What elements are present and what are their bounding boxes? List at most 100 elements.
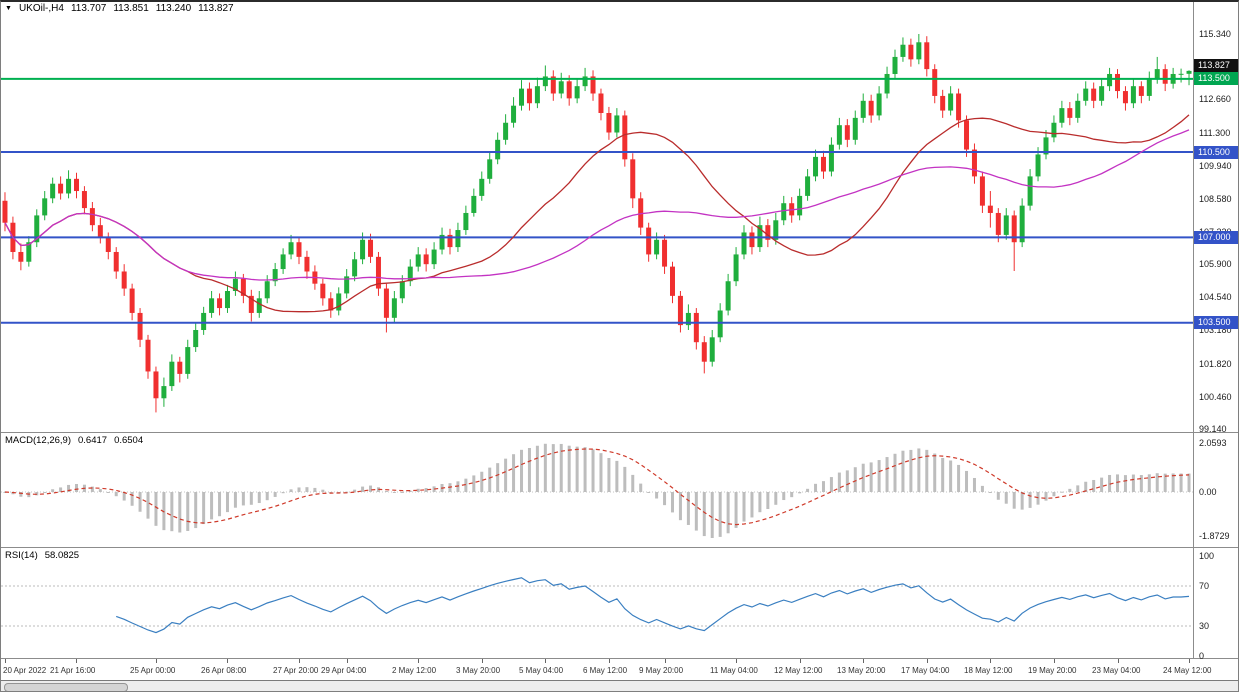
macd-histogram-bar	[1139, 475, 1143, 492]
macd-signal-value: 0.6504	[114, 435, 144, 446]
rsi-canvas[interactable]	[1, 548, 1193, 658]
candle-body	[495, 139, 501, 160]
macd-histogram-bar	[567, 445, 571, 492]
macd-histogram-bar	[686, 492, 690, 525]
panel-splitter[interactable]	[1, 547, 1238, 548]
macd-histogram-bar	[464, 478, 468, 492]
panel-splitter[interactable]	[1, 658, 1238, 659]
macd-histogram-bar	[353, 489, 357, 492]
macd-histogram-bar	[1187, 473, 1191, 492]
macd-histogram-bar	[1052, 492, 1056, 497]
macd-histogram-bar	[361, 486, 365, 492]
candle-body	[129, 288, 135, 313]
macd-main-value: 0.6417	[78, 435, 108, 446]
time-axis[interactable]: 20 Apr 2022 21 Apr 16:00 25 Apr 00:00 26 Ap…	[1, 659, 1238, 680]
candle-body	[399, 281, 405, 299]
time-axis-tick	[927, 659, 928, 663]
candle-body	[534, 86, 540, 104]
macd-histogram-bar	[321, 489, 325, 492]
candle-body	[662, 239, 668, 267]
macd-axis-label: 2.0593	[1199, 438, 1227, 449]
candle-body	[50, 183, 56, 199]
candle-body	[669, 266, 675, 296]
candle-body	[264, 281, 270, 299]
time-axis-label: 5 May 04:00	[519, 666, 564, 675]
candle-body	[1003, 215, 1009, 235]
candle-body	[193, 330, 199, 348]
price-chart-canvas[interactable]	[1, 2, 1193, 432]
macd-histogram-bar	[273, 492, 277, 497]
candle-body	[288, 242, 294, 255]
macd-axis-label: -1.8729	[1199, 531, 1230, 542]
candle-body	[868, 100, 874, 116]
macd-histogram-bar	[543, 443, 547, 492]
macd-histogram-bar	[559, 443, 563, 492]
candle-body	[526, 88, 532, 104]
time-axis-tick	[800, 659, 801, 663]
candle-body	[828, 144, 834, 172]
symbol-timeframe-label: UKOil-,H4	[18, 3, 64, 14]
candle-body	[765, 225, 771, 240]
horizontal-scrollbar-track[interactable]	[1, 680, 1238, 691]
macd-histogram-bar	[265, 492, 269, 501]
macd-histogram-bar	[1179, 473, 1183, 492]
macd-histogram-bar	[599, 453, 603, 492]
collapse-triangle-icon[interactable]: ▼	[5, 4, 12, 12]
price-axis-label: 104.540	[1199, 292, 1232, 303]
macd-indicator-panel[interactable]: MACD(12,26,9) 0.6417 0.6504	[1, 433, 1193, 547]
horizontal-scrollbar-thumb[interactable]	[4, 683, 128, 691]
price-chart-panel[interactable]: ▼ UKOil-,H4 113.707 113.851 113.240 113.…	[1, 2, 1193, 432]
candle-body	[471, 195, 477, 213]
macd-histogram-bar	[249, 492, 253, 505]
candle-body	[320, 283, 326, 299]
time-axis-tick	[1118, 659, 1119, 663]
macd-histogram-bar	[829, 477, 833, 492]
candle-body	[693, 312, 699, 343]
candle-body	[964, 120, 970, 150]
rsi-label-row: RSI(14) 58.0825	[5, 550, 79, 561]
time-axis-label: 17 May 04:00	[901, 666, 950, 675]
candle-body	[328, 298, 334, 311]
macd-histogram-bar	[742, 492, 746, 522]
time-axis-label: 23 May 04:00	[1092, 666, 1141, 675]
time-axis-tick	[347, 659, 348, 663]
macd-histogram-bar	[766, 492, 770, 510]
candle-body	[304, 256, 310, 272]
candle-body	[590, 76, 596, 94]
macd-histogram-bar	[1068, 488, 1072, 492]
macd-histogram-bar	[313, 487, 317, 492]
candle-body	[622, 115, 628, 160]
time-axis-tick	[156, 659, 157, 663]
rsi-indicator-panel[interactable]: RSI(14) 58.0825	[1, 548, 1193, 658]
panel-splitter[interactable]	[1, 432, 1238, 433]
candle-body	[876, 93, 882, 116]
macd-histogram-bar	[996, 492, 1000, 500]
macd-histogram-bar	[909, 449, 913, 492]
candle-body	[201, 312, 207, 331]
price-axis-separator	[1193, 2, 1194, 659]
macd-histogram-bar	[591, 449, 595, 492]
macd-histogram-bar	[146, 492, 150, 519]
ma-fast-line	[4, 114, 1190, 313]
price-badge: 113.500	[1194, 72, 1238, 86]
macd-histogram-bar	[408, 490, 412, 492]
candle-body	[447, 234, 453, 248]
macd-histogram-bar	[1028, 492, 1032, 508]
candle-body	[797, 195, 803, 216]
rsi-line	[115, 577, 1190, 634]
time-axis-label: 25 Apr 00:00	[130, 666, 176, 675]
macd-histogram-bar	[400, 492, 404, 493]
macd-histogram-bar	[329, 492, 333, 493]
candle-body	[18, 251, 24, 262]
price-axis-label: 101.820	[1199, 358, 1232, 369]
price-badge: 113.827	[1194, 59, 1238, 73]
macd-histogram-bar	[1012, 492, 1016, 509]
macd-histogram-bar	[504, 458, 508, 492]
candle-body	[677, 295, 683, 326]
macd-histogram-bar	[710, 492, 714, 538]
candle-body	[852, 117, 858, 140]
time-axis-label: 18 May 12:00	[964, 666, 1013, 675]
macd-histogram-bar	[1060, 491, 1064, 493]
macd-axis-label: 0.00	[1199, 487, 1217, 497]
macd-canvas[interactable]	[1, 433, 1193, 547]
